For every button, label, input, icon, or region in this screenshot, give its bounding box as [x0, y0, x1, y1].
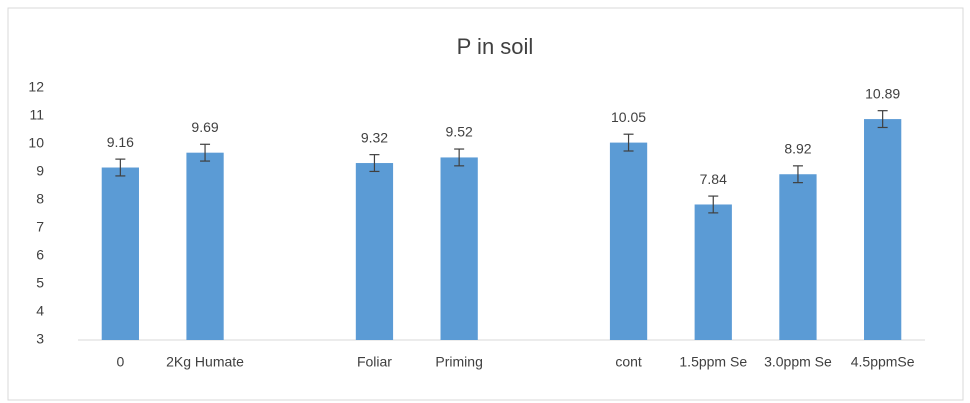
y-tick-label: 3 — [36, 331, 44, 347]
data-label: 10.05 — [611, 109, 646, 125]
data-label: 9.52 — [446, 124, 473, 140]
data-label: 7.84 — [700, 171, 727, 187]
bar — [609, 142, 648, 340]
x-tick-label: cont — [615, 354, 642, 370]
chart-title: P in soil — [457, 34, 534, 59]
x-tick-label: 0 — [116, 354, 124, 370]
y-tick-label: 5 — [36, 275, 44, 291]
y-tick-label: 8 — [36, 191, 44, 207]
bar — [694, 204, 732, 340]
y-tick-label: 12 — [28, 79, 44, 95]
x-tick-label: Priming — [435, 354, 482, 370]
data-label: 9.16 — [107, 134, 134, 150]
x-tick-label: 3.0ppm Se — [764, 354, 832, 370]
chart-border — [7, 7, 964, 401]
data-label: 8.92 — [784, 141, 811, 157]
bar — [101, 167, 139, 340]
y-tick-label: 11 — [29, 107, 44, 123]
x-tick-label: 1.5ppm Se — [679, 354, 747, 370]
data-label: 9.32 — [361, 129, 388, 145]
y-tick-label: 4 — [36, 303, 44, 319]
x-tick-label: 4.5ppmSe — [851, 354, 915, 370]
y-tick-label: 9 — [36, 163, 44, 179]
bar — [779, 174, 817, 340]
x-tick-label: 2Kg Humate — [166, 354, 244, 370]
x-tick-label: Foliar — [357, 354, 392, 370]
data-label: 10.89 — [865, 85, 900, 101]
bar — [864, 119, 902, 340]
data-label: 9.69 — [191, 119, 218, 135]
bar — [440, 157, 478, 340]
y-tick-label: 6 — [36, 247, 44, 263]
bar — [186, 152, 224, 340]
y-tick-label: 7 — [36, 219, 44, 235]
y-tick-label: 10 — [28, 135, 44, 151]
bar — [355, 163, 394, 340]
